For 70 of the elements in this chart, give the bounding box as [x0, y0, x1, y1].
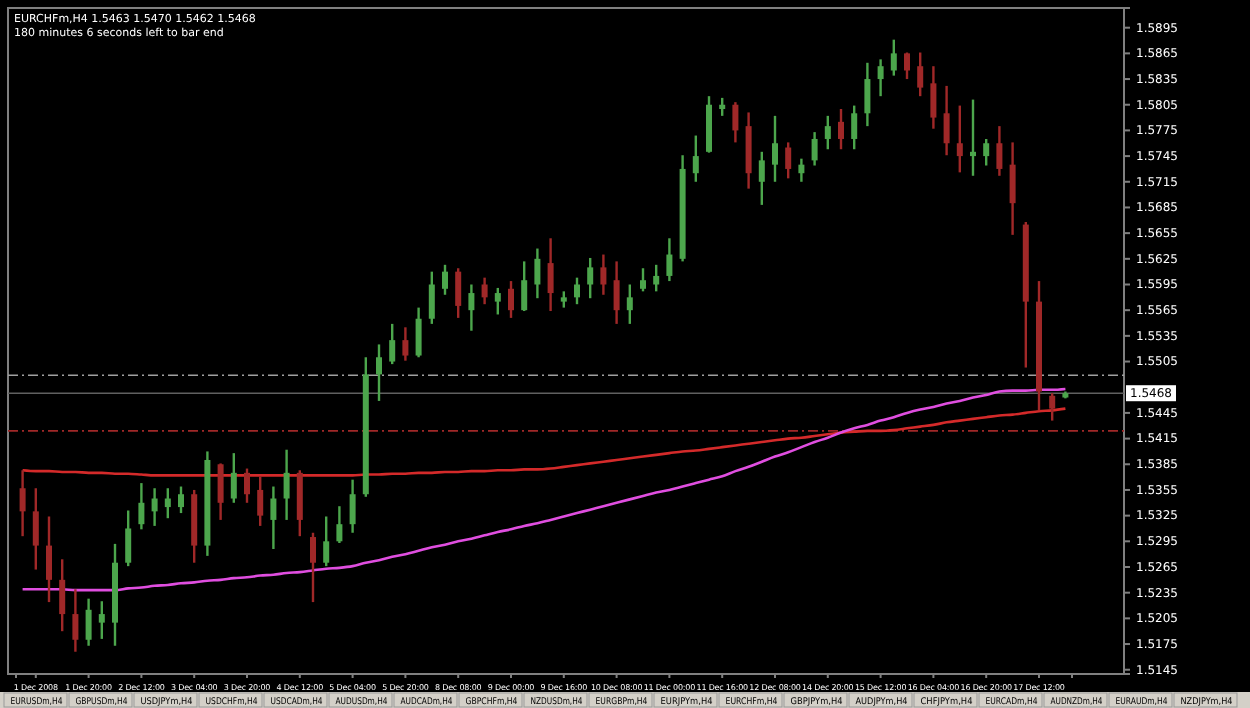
candlestick: [1049, 392, 1056, 422]
candlestick: [283, 448, 290, 522]
candlestick: [125, 509, 132, 568]
candlestick: [468, 283, 475, 332]
candlestick: [956, 104, 963, 174]
candlestick: [877, 58, 884, 98]
candlestick: [653, 263, 660, 293]
candlestick: [706, 94, 712, 154]
candlestick: [376, 343, 382, 403]
candlestick: [389, 322, 396, 366]
candlestick: [270, 485, 277, 551]
candlestick: [811, 130, 818, 167]
candlestick: [521, 260, 528, 313]
candlestick: [1009, 141, 1016, 237]
candlestick: [72, 588, 79, 653]
candlestick: [217, 462, 224, 522]
candlestick: [336, 505, 343, 545]
candlestick: [943, 84, 950, 157]
candlestick: [151, 487, 158, 528]
candlestick: [600, 253, 607, 296]
candlestick: [640, 267, 646, 293]
candlestick: [402, 326, 409, 362]
candlestick: [917, 51, 924, 98]
candlestick: [46, 515, 52, 604]
candlestick: [310, 531, 316, 604]
candlestick: [574, 276, 580, 306]
candlestick: [164, 487, 171, 520]
candlestick: [349, 478, 356, 534]
candlestick: [758, 150, 765, 207]
candlestick: [890, 38, 897, 77]
candlestick: [587, 256, 594, 300]
candlestick: [244, 467, 250, 504]
candlestick: [32, 487, 39, 571]
candlestick: [85, 597, 92, 647]
candlestick: [732, 100, 739, 144]
candlestick: [864, 61, 871, 128]
candlestick: [772, 114, 778, 183]
candlestick: [442, 263, 448, 296]
candlestick: [534, 247, 541, 300]
candlestick: [494, 286, 501, 316]
candlestick: [838, 107, 844, 151]
candlestick: [745, 111, 752, 190]
candlestick: [970, 98, 976, 177]
candlestick: [996, 124, 1003, 177]
candlestick: [257, 475, 264, 528]
candlestick: [666, 237, 673, 283]
candlestick: [415, 306, 422, 359]
candlestick: [785, 141, 792, 180]
candlestick: [547, 237, 554, 313]
candlestick: [508, 279, 514, 320]
candlestick: [138, 481, 145, 531]
candlestick: [428, 270, 435, 326]
candlestick: [230, 451, 237, 504]
candlestick: [983, 137, 990, 167]
candlestick: [59, 558, 66, 633]
candlestick: [851, 104, 858, 151]
candlestick: [930, 65, 937, 130]
candlestick: [481, 276, 488, 306]
candlestick: [19, 469, 26, 538]
candlestick: [455, 267, 462, 320]
candlestick: [613, 260, 620, 326]
candlestick: [323, 515, 330, 568]
candlestick: [178, 485, 184, 515]
candlestick: [824, 114, 831, 151]
candlestick: [98, 600, 105, 641]
candlestick: [626, 283, 633, 326]
candlestick: [296, 469, 303, 538]
candlestick: [692, 134, 699, 183]
candlestick: [904, 51, 910, 81]
candlestick: [798, 157, 805, 183]
